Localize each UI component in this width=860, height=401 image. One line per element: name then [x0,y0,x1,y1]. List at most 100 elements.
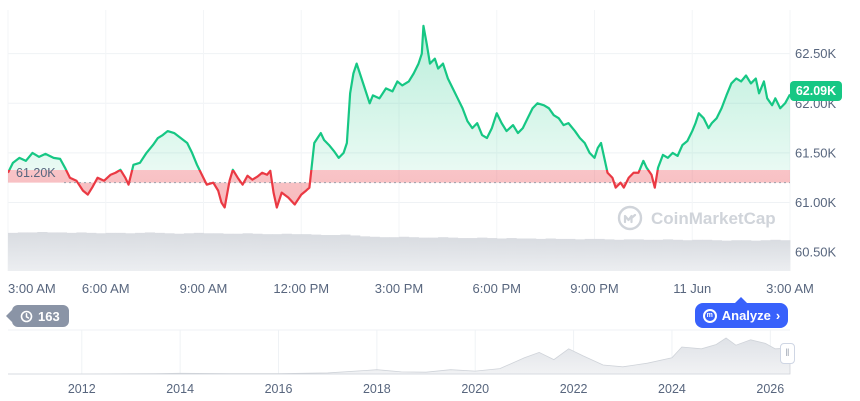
volume-bar [604,239,615,271]
history-badge[interactable]: 163 [6,305,69,327]
volume-bar [37,232,48,271]
volume-bar [105,232,116,271]
volume-bar [154,232,165,271]
volume-bar [643,239,654,271]
x-tick-label: 11 Jun [673,281,711,296]
volume-bar [780,240,791,271]
volume-bar [213,233,224,271]
history-area [8,337,791,375]
y-tick-label: 61.00K [795,195,837,210]
volume-bar [633,239,644,271]
volume-bar [545,238,556,271]
volume-bar [408,237,419,271]
grip-icon: ‖ [785,348,790,359]
volume-bar [672,239,683,271]
y-tick-label: 61.50K [795,145,837,160]
volume-bar [438,237,449,271]
volume-bar [369,236,380,271]
volume-bar [301,234,312,271]
range-navigator[interactable]: 2012 2014 2016 2018 2020 2022 2024 2026 [8,329,791,396]
volume-bar [731,240,742,271]
volume-bar [17,232,28,271]
volume-bar [271,234,283,271]
volume-bar [135,232,146,271]
navigator-tick-label: 2020 [461,382,489,396]
volume-bar [653,239,664,271]
volume-bar [66,232,77,271]
volume-bar [252,233,263,271]
volume-bar [350,235,361,271]
volume-bar [164,233,175,271]
volume-bar [379,237,390,271]
x-tick-label: 3:00 AM [766,281,814,296]
watermark-text: CoinMarketCap [651,209,776,228]
analyze-label: Analyze [721,308,771,323]
volume-bar [555,238,566,271]
volume-bar [457,238,468,271]
volume-bar [86,232,97,271]
x-tick-label: 6:00 PM [473,281,521,296]
volume-bar [47,232,58,271]
volume-bar [291,234,302,271]
volume-bar [115,232,126,271]
x-tick-label: 9:00 AM [180,281,228,296]
volume-bar [692,239,703,271]
analyze-button[interactable]: m Analyze › [695,297,788,328]
volume-bar [721,240,732,271]
series-line-up [8,24,790,170]
volume-bar [428,237,439,271]
volume-bar [506,238,517,271]
volume-bar [389,237,400,271]
navigator-tick-label: 2014 [166,382,194,396]
y-tick-label: 60.50K [795,245,837,260]
x-tick-label: 3:00 PM [375,281,423,296]
volume-bar [574,239,586,271]
history-icon [20,310,33,322]
current-price-tag: 62.09K [790,81,842,101]
volume-bar [193,232,204,271]
volume-bar [486,238,498,271]
volume-bar [281,233,292,271]
volume-bar [183,233,195,271]
volume-bar [8,232,19,271]
volume-bar [340,234,351,271]
volume-bar [242,233,253,271]
volume-bar [711,240,722,271]
volume-bars [8,232,791,271]
volume-bar [262,234,273,271]
navigator-tick-label: 2016 [265,382,293,396]
x-axis: 3:00 AM 6:00 AM 9:00 AM 12:00 PM 3:00 PM 6:00… [8,281,814,296]
navigator-tick-label: 2018 [363,382,391,396]
volume-bar [311,234,322,271]
volume-bar [594,238,605,271]
volume-bar [750,240,762,271]
volume-bar [770,239,781,271]
volume-bar [682,240,693,271]
x-tick-label: 9:00 PM [570,281,618,296]
volume-bar [359,236,371,271]
volume-bar [56,232,68,271]
volume-bar [144,232,156,271]
volume-bar [702,239,713,271]
coinmarketcap-logo-icon: m [702,308,717,323]
volume-bar [662,239,674,271]
y-tick-label: 62.50K [795,46,837,61]
watermark: CoinMarketCap [617,205,776,231]
area-above-baseline [9,25,790,170]
volume-bar [584,238,595,271]
volume-bar [125,233,136,271]
x-tick-label: 3:00 AM [8,281,56,296]
navigator-drag-handle[interactable]: ‖ [780,343,795,364]
volume-bar [203,233,214,271]
volume-bar [399,236,410,271]
navigator-tick-label: 2026 [756,382,784,396]
volume-bar [418,237,429,271]
volume-bar [95,233,107,271]
volume-bar [232,233,243,271]
volume-bar [76,232,87,271]
history-count: 163 [38,308,60,324]
volume-bar [27,232,38,271]
volume-bar [477,237,488,271]
